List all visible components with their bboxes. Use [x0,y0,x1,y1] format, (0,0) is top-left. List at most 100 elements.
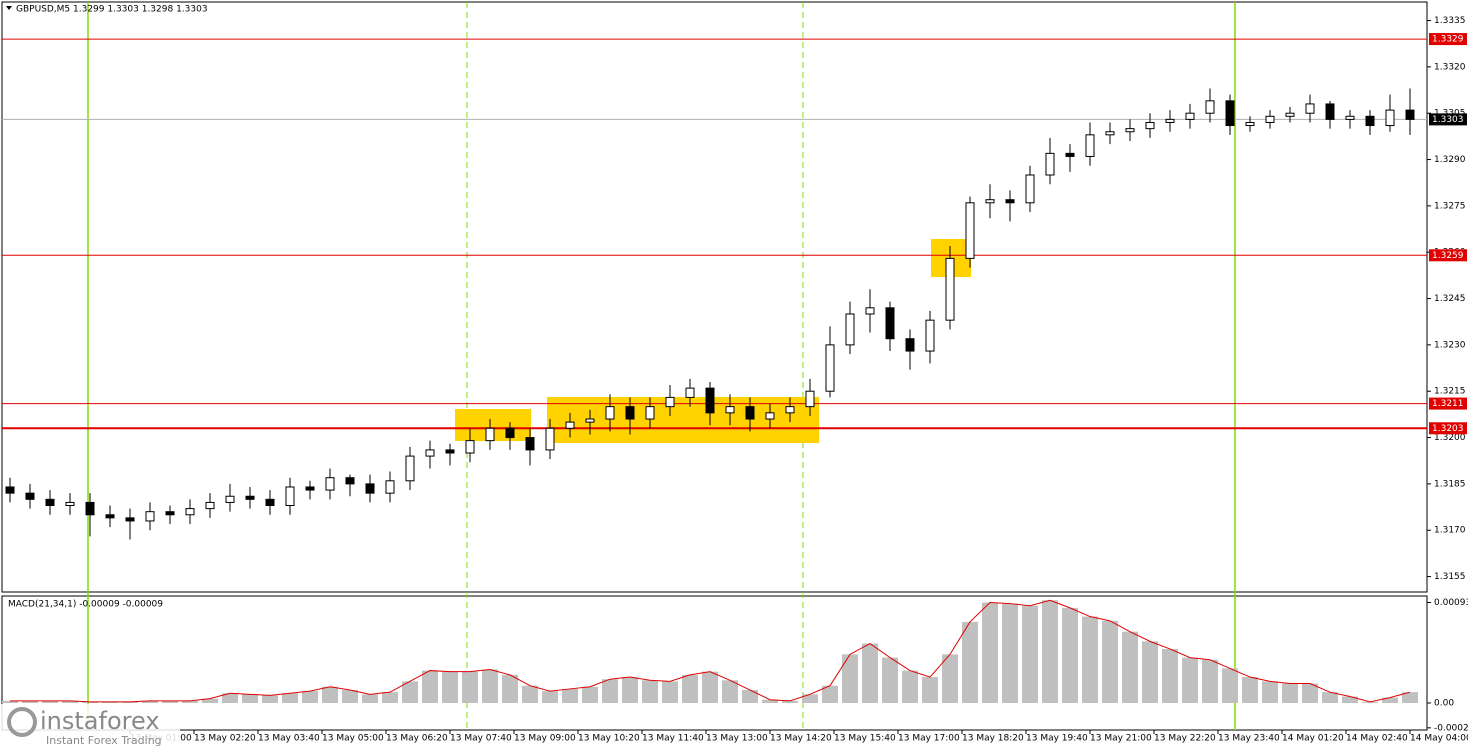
macd-bar [102,701,118,703]
candle-body [405,455,415,482]
macd-bar [1342,696,1358,703]
candle-body [1065,152,1075,157]
candle-body [1225,100,1235,127]
macd-bar [1202,659,1218,703]
x-tick-label: 13 May 21:00 [1090,734,1152,744]
candle-body [985,199,995,204]
y-tick-label: 1.3245 [1434,294,1466,304]
watermark: instaforex Instant Forex Trading [0,704,180,750]
x-tick-label: 13 May 18:20 [962,734,1024,744]
macd-bar [1302,683,1318,703]
y-tick-label: -0.00023 [1434,723,1468,733]
price-pane [1,1,1428,593]
x-tick-label: 14 May 01:20 [1282,734,1344,744]
y-tick-label: 1.3185 [1434,479,1466,489]
candle-body [485,427,495,442]
macd-bar [2,700,18,703]
macd-bar [642,680,658,703]
level-label: 1.3211 [1432,399,1464,409]
macd-bar [1402,692,1418,703]
candle-body [645,406,655,420]
candle-body [865,307,875,315]
macd-bar [62,700,78,703]
candle-body [525,437,535,451]
x-tick-label: 13 May 22:20 [1154,734,1216,744]
candle-body [1325,103,1335,120]
x-tick-label: 13 May 23:40 [1218,734,1280,744]
macd-bar [1322,692,1338,703]
x-tick-label: 14 May 04:00 [1410,734,1468,744]
macd-bar [502,674,518,703]
candle-body [265,498,275,507]
candle-body [1405,109,1415,120]
y-tick-label: 0.00 [1434,698,1454,708]
candle-body [585,418,595,423]
x-tick-label: 13 May 13:00 [706,734,768,744]
macd-bar [1142,641,1158,703]
x-tick-label: 13 May 07:40 [450,734,512,744]
candle-body [785,406,795,414]
x-tick-label: 13 May 03:40 [258,734,320,744]
candle-body [845,313,855,346]
macd-bar [542,691,558,703]
candle-body [345,477,355,485]
macd-bar [1222,668,1238,703]
macd-bar [22,700,38,703]
candle-body [1205,100,1215,114]
macd-bar [762,699,778,703]
macd-bar [342,690,358,703]
candle-body [1125,128,1135,133]
x-tick-label: 13 May 15:40 [834,734,896,744]
candle-body [1285,112,1295,117]
candle-body [1085,134,1095,157]
candle-body [545,427,555,451]
candle-body [965,202,975,259]
candle-body [765,412,775,420]
y-tick-label: 1.3335 [1434,16,1466,26]
candle-body [665,396,675,408]
macd-bar [862,643,878,703]
macd-bar [202,698,218,703]
macd-bar [282,693,298,703]
candle-body [805,390,815,408]
candle-body [5,486,15,494]
candle-body [565,421,575,429]
macd-bar [1062,607,1078,703]
candle-body [1165,118,1175,123]
candle-body [1185,112,1195,120]
candle-body [945,257,955,321]
macd-bar [1162,648,1178,703]
level-label: 1.3329 [1432,35,1464,45]
candle-body [125,517,135,522]
level-label: 1.3303 [1432,115,1464,125]
candle-body [705,387,715,414]
macd-bar [262,695,278,703]
macd-bar [1002,603,1018,703]
macd-bar [662,681,678,703]
candle-body [925,319,935,352]
macd-bar [902,670,918,703]
candle-body [625,406,635,420]
candle-body [445,449,455,454]
macd-bar [702,671,718,703]
macd-bar [182,700,198,703]
macd-bar [742,690,758,703]
tagline: Instant Forex Trading [46,734,162,747]
candle-body [1025,174,1035,204]
macd-bar [462,671,478,703]
macd-bar [982,602,998,703]
macd-bar [142,700,158,703]
x-tick-label: 13 May 05:00 [322,734,384,744]
macd-bar [942,654,958,703]
candle-body [245,495,255,500]
x-tick-label: 13 May 14:20 [770,734,832,744]
y-tick-label: 1.3290 [1434,155,1466,165]
logo [7,707,37,737]
macd-bar [1382,697,1398,703]
macd-bar [1022,605,1038,703]
candle-body [205,501,215,510]
macd-bar [782,700,798,703]
macd-bar [1042,600,1058,703]
candle-body [1045,152,1055,176]
